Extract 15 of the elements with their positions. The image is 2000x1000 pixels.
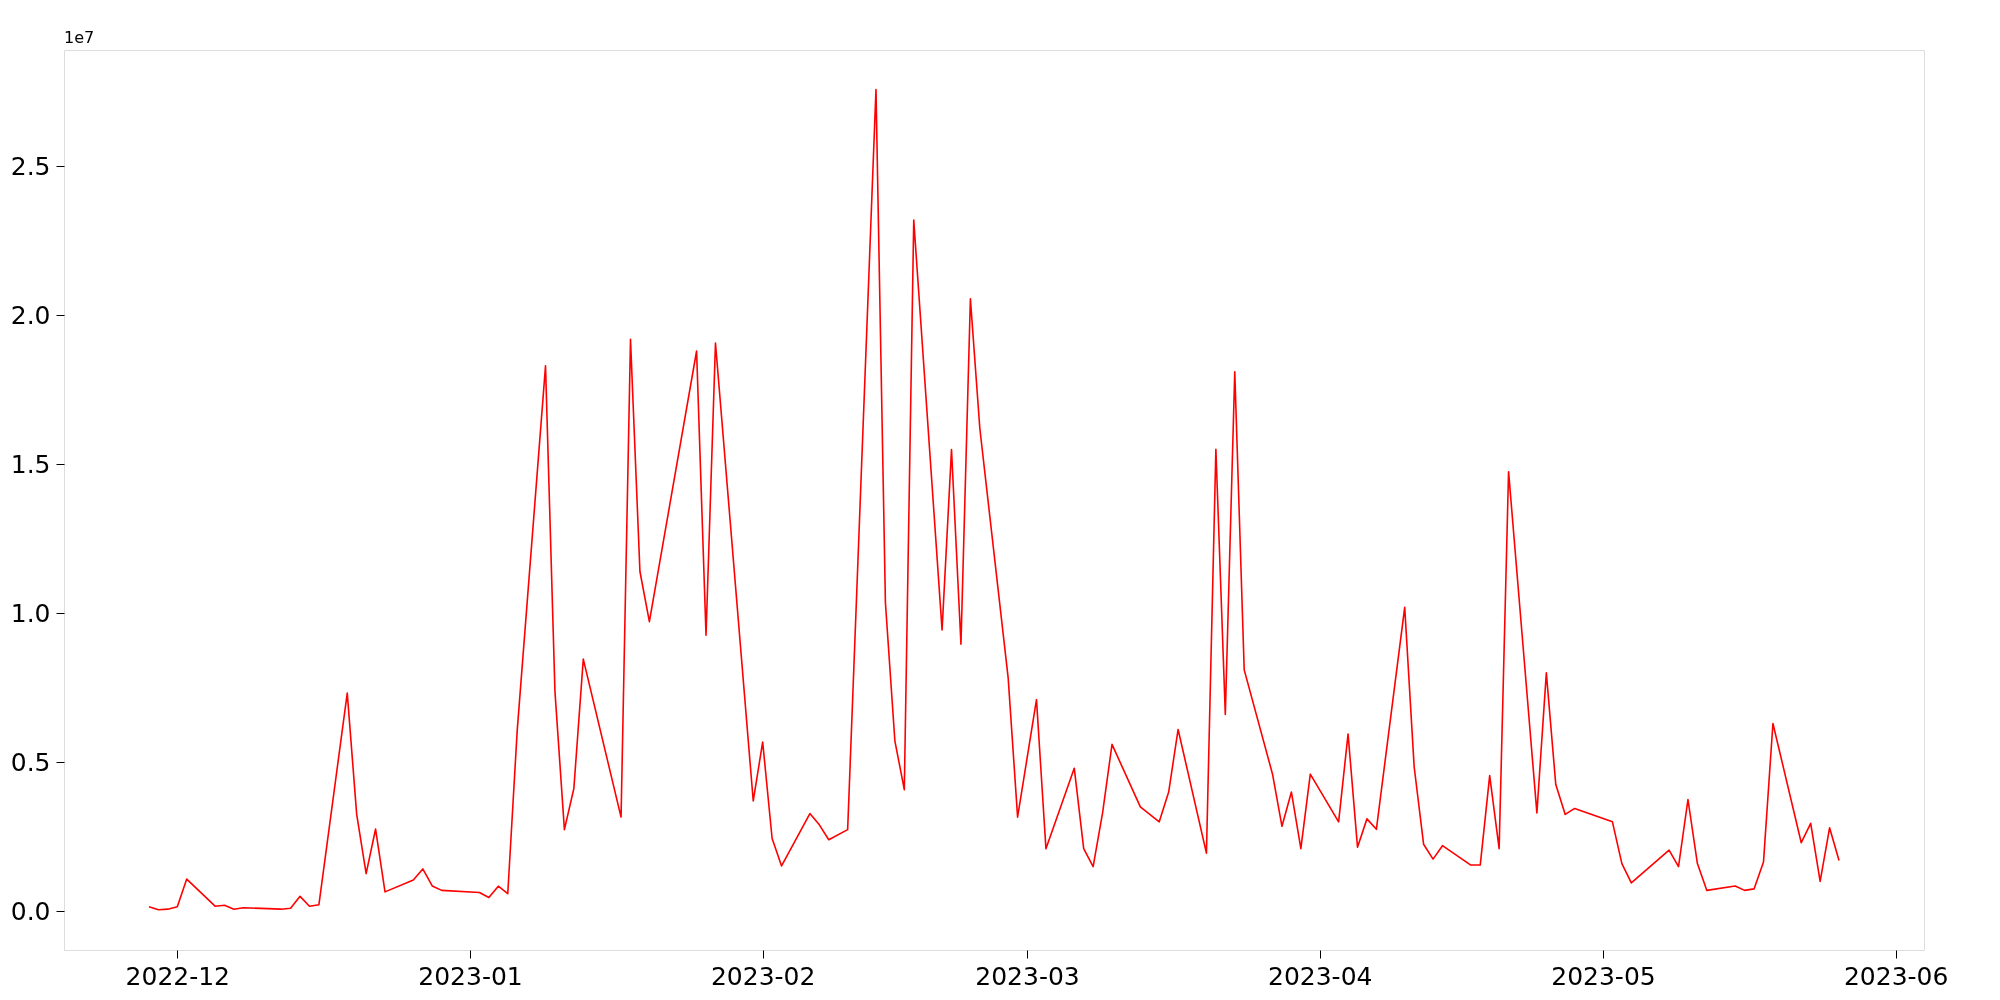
x-tick-label: 2023-05 — [1551, 961, 1656, 991]
x-tick-label: 2022-12 — [125, 961, 231, 991]
x-tick-label: 2023-02 — [710, 961, 816, 991]
y-tick-label: 0.5 — [10, 747, 51, 777]
x-tick-label: 2023-03 — [975, 961, 1080, 991]
x-tick-label: 2023-01 — [418, 961, 523, 991]
x-tick-label: 2023-04 — [1268, 961, 1373, 991]
y-tick-label: 0.0 — [10, 896, 51, 926]
y-tick-label: 1.5 — [10, 449, 51, 479]
x-tick-label: 2023-06 — [1843, 961, 1949, 991]
line-series — [148, 88, 1840, 911]
y-tick-label: 2.5 — [10, 151, 51, 181]
text: 1e7 — [64, 28, 95, 47]
y-tick-label: 2.0 — [10, 300, 51, 330]
y-tick-label: 1.0 — [10, 598, 51, 628]
